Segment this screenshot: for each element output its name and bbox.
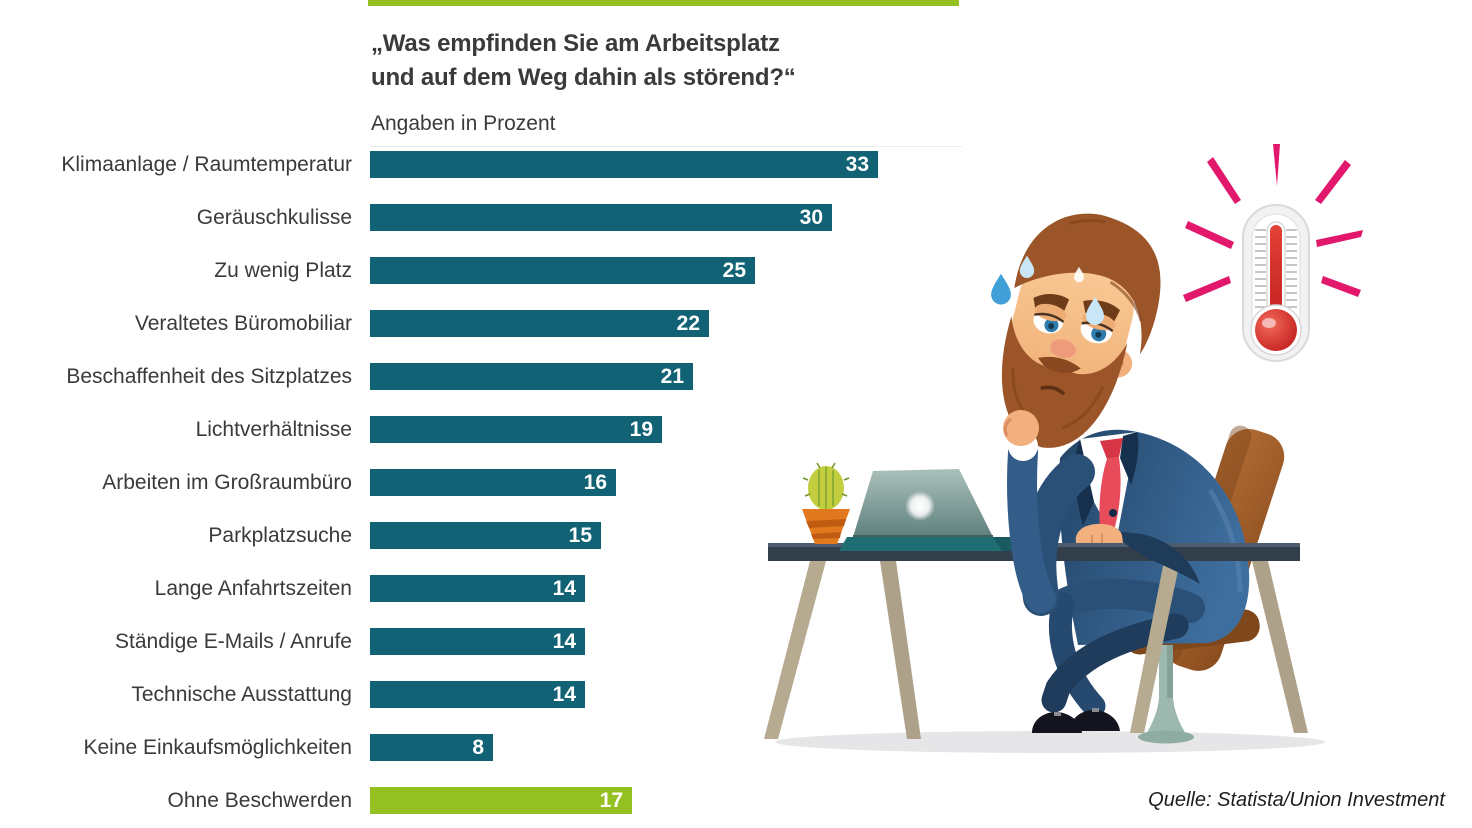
bar: 14: [370, 681, 585, 708]
tie: [1100, 438, 1123, 459]
divider: [370, 146, 962, 147]
bar-track: 8: [370, 734, 900, 761]
bar-track: 22: [370, 310, 900, 337]
bar: 16: [370, 469, 616, 496]
bar-track: 25: [370, 257, 900, 284]
bar: 15: [370, 522, 601, 549]
bar-value: 8: [472, 736, 484, 759]
bar-value: 14: [552, 630, 576, 653]
bar-track: 15: [370, 522, 900, 549]
heat-rays-icon: [1183, 144, 1363, 302]
nose: [1050, 339, 1076, 358]
category-label: Ständige E-Mails / Anrufe: [115, 629, 352, 653]
bar-track: 14: [370, 628, 900, 655]
chart-subtitle: Angaben in Prozent: [371, 112, 556, 135]
page-title: „Was empfinden Sie am Arbeitsplatz und a…: [371, 27, 796, 95]
accent-bar: [368, 0, 959, 6]
mouth: [1040, 385, 1066, 396]
arm-on-desk: [1075, 523, 1200, 584]
category-label: Lange Anfahrtszeiten: [154, 576, 352, 600]
category-label: Geräuschkulisse: [196, 205, 352, 229]
category-label: Parkplatzsuche: [208, 523, 352, 547]
bar-track: 14: [370, 575, 900, 602]
bar-value: 21: [660, 365, 684, 388]
bar: 17: [370, 787, 632, 814]
chart-row: Arbeiten im Großraumbüro 16: [0, 456, 900, 509]
worker: [991, 213, 1250, 733]
bar: 22: [370, 310, 709, 337]
bar-value: 14: [552, 577, 576, 600]
source-credit: Quelle: Statista/Union Investment: [1148, 789, 1445, 811]
bar-value: 22: [676, 312, 700, 335]
title-line-1: „Was empfinden Sie am Arbeitsplatz: [371, 30, 780, 57]
category-label: Lichtverhältnisse: [195, 417, 352, 441]
chart-row: Geräuschkulisse 30: [0, 191, 900, 244]
bar-chart: Klimaanlage / Raumtemperatur 33 Geräusch…: [0, 138, 900, 827]
desk-leg: [1252, 561, 1308, 733]
hand: [1075, 523, 1123, 543]
chart-row: Ständige E-Mails / Anrufe 14: [0, 615, 900, 668]
thermometer-ticks: [1255, 229, 1297, 308]
chart-row: Technische Ausstattung 14: [0, 668, 900, 721]
arm-on-chin: [1003, 410, 1095, 616]
bar-value: 33: [845, 153, 869, 176]
bar: 19: [370, 416, 662, 443]
desk-leg: [764, 561, 826, 739]
eyebrow: [1033, 294, 1070, 311]
bar-track: 17: [370, 787, 900, 814]
chart-row: Beschaffenheit des Sitzplatzes 21: [0, 350, 900, 403]
chart-row: Lichtverhältnisse 19: [0, 403, 900, 456]
chart-row: Zu wenig Platz 25: [0, 244, 900, 297]
category-label: Zu wenig Platz: [214, 258, 352, 282]
hair: [1014, 213, 1161, 355]
chart-row: Ohne Beschwerden 17: [0, 774, 900, 827]
bar-value: 16: [583, 471, 607, 494]
bar-value: 17: [599, 789, 623, 812]
bar-value: 15: [568, 524, 592, 547]
bar: 33: [370, 151, 878, 178]
bar-value: 25: [722, 259, 746, 282]
chart-row: Keine Einkaufsmöglichkeiten 8: [0, 721, 900, 774]
chart-row: Lange Anfahrtszeiten 14: [0, 562, 900, 615]
bar-track: 21: [370, 363, 900, 390]
desk-leg: [1130, 561, 1180, 733]
shoe: [1032, 712, 1082, 733]
office-worker-illustration: [764, 144, 1363, 753]
category-label: Beschaffenheit des Sitzplatzes: [66, 364, 352, 388]
laptop-logo-glow: [905, 491, 935, 521]
hand: [1003, 410, 1039, 446]
category-label: Technische Ausstattung: [131, 682, 352, 706]
cactus-plant: [802, 462, 850, 544]
title-line-2: und auf dem Weg dahin als störend?“: [371, 64, 796, 91]
chart-row: Klimaanlage / Raumtemperatur 33: [0, 138, 900, 191]
category-label: Keine Einkaufsmöglichkeiten: [83, 735, 353, 759]
chart-row: Veraltetes Büromobiliar 22: [0, 297, 900, 350]
bar: 30: [370, 204, 832, 231]
bar-value: 30: [799, 206, 823, 229]
tie: [1099, 457, 1121, 541]
bar: 14: [370, 575, 585, 602]
bar-track: 19: [370, 416, 900, 443]
bar-value: 14: [552, 683, 576, 706]
bar: 21: [370, 363, 693, 390]
sweat-drops: [991, 255, 1104, 325]
category-label: Ohne Beschwerden: [167, 788, 352, 812]
bar: 14: [370, 628, 585, 655]
desk-leg: [880, 561, 921, 739]
thermometer-icon: [1242, 204, 1310, 362]
category-label: Veraltetes Büromobiliar: [134, 311, 352, 335]
category-label: Arbeiten im Großraumbüro: [102, 470, 352, 494]
bar: 25: [370, 257, 755, 284]
chart-row: Parkplatzsuche 15: [0, 509, 900, 562]
shoe: [1070, 710, 1120, 731]
category-label: Klimaanlage / Raumtemperatur: [61, 152, 352, 176]
bar-value: 19: [629, 418, 653, 441]
bar-track: 14: [370, 681, 900, 708]
bar: 8: [370, 734, 493, 761]
bar-track: 33: [370, 151, 900, 178]
bar-track: 30: [370, 204, 900, 231]
bar-track: 16: [370, 469, 900, 496]
